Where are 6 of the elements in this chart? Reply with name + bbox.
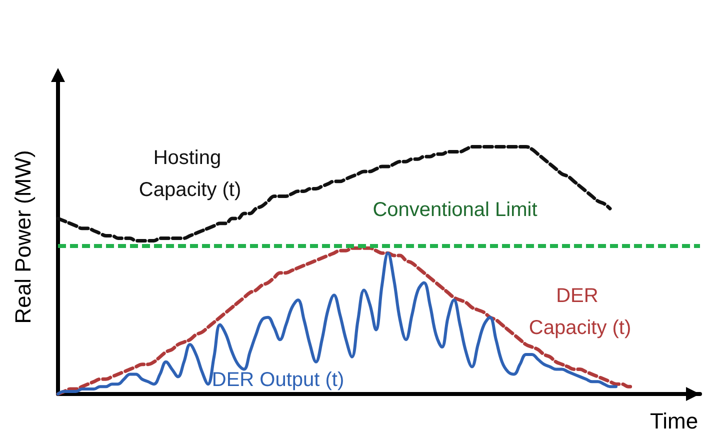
- series-label: Hosting Capacity (t): [138, 147, 242, 201]
- y-axis-title: Real Power (MW): [10, 150, 36, 324]
- series-label: DER Output (t): [212, 369, 344, 391]
- ref-line-label: Conventional Limit: [372, 199, 538, 221]
- series-label: DER Capacity (t): [528, 285, 632, 339]
- x-axis-title: Time: [650, 408, 698, 434]
